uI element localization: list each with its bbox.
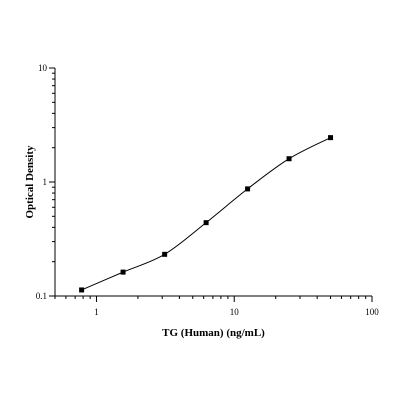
data-point	[245, 186, 251, 192]
x-axis-title: TG (Human) (ng/mL)	[162, 327, 265, 339]
data-point	[162, 251, 168, 257]
y-tick-label: 10	[38, 63, 48, 73]
y-ticks: 0.1 1 10	[36, 63, 55, 301]
data-point	[286, 156, 292, 162]
x-tick-label: 1	[94, 307, 99, 317]
y-tick-label: 0.1	[36, 291, 47, 301]
fit-curve	[81, 137, 331, 291]
data-point	[328, 135, 334, 141]
axes	[54, 68, 372, 297]
data-point	[120, 269, 126, 275]
data-point	[203, 220, 209, 226]
x-tick-label: 100	[365, 307, 379, 317]
x-tick-label: 10	[230, 307, 240, 317]
data-point	[79, 287, 85, 293]
y-tick-label: 1	[43, 177, 48, 187]
y-axis-title: Optical Density	[24, 145, 36, 219]
x-ticks: 1 10 100	[54, 296, 379, 317]
data-points	[79, 135, 334, 293]
